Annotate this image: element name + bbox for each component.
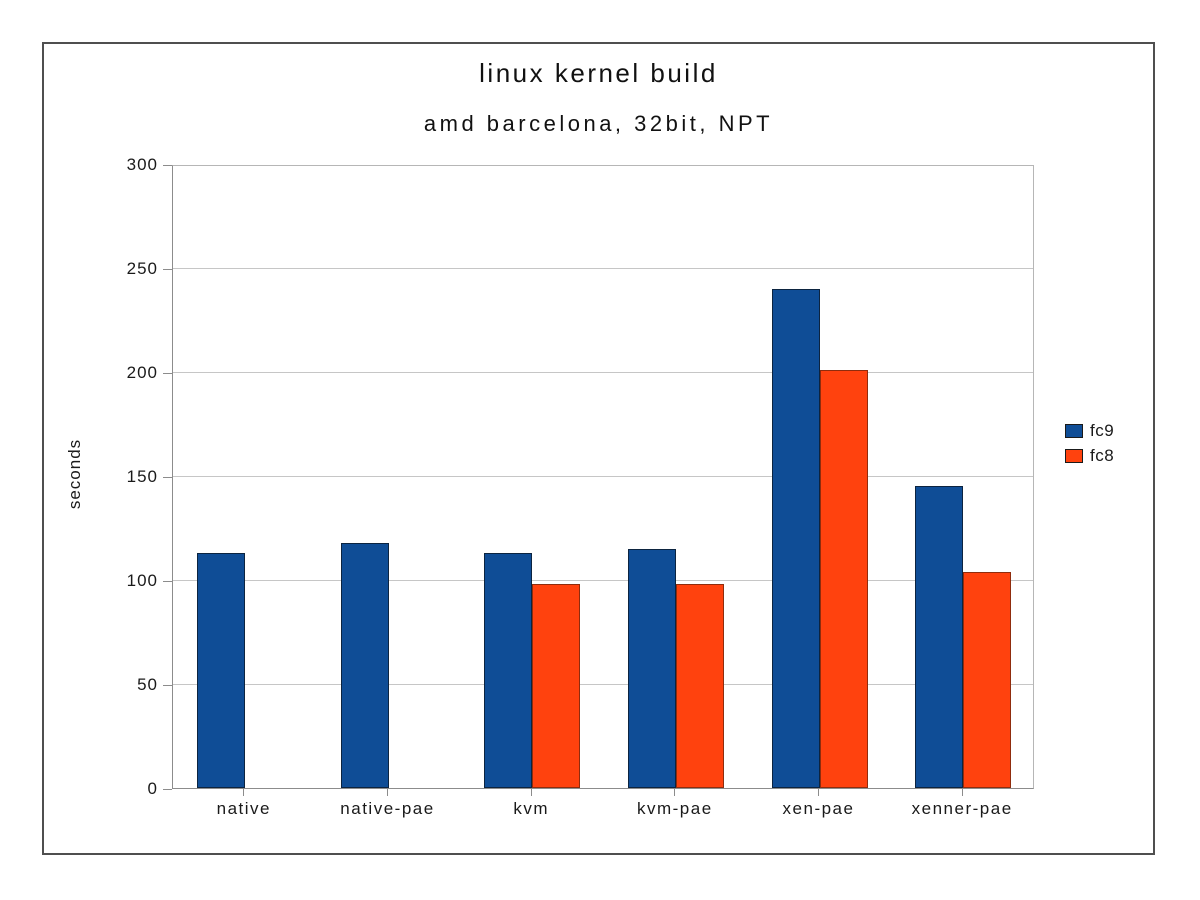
x-category-label-kvm: kvm bbox=[513, 799, 549, 818]
y-tick-mark-200 bbox=[163, 372, 172, 374]
y-tick-label-150: 150 bbox=[126, 467, 158, 486]
legend: fc9 fc8 bbox=[1065, 421, 1114, 471]
gridline-250 bbox=[173, 267, 1033, 269]
legend-swatch-fc9 bbox=[1065, 423, 1083, 438]
y-tick-mark-300 bbox=[163, 164, 172, 166]
gridline-100 bbox=[173, 579, 1033, 581]
x-tick-mark-native bbox=[243, 789, 245, 796]
x-category-label-xenner-pae: xenner-pae bbox=[911, 799, 1013, 818]
legend-item-fc8: fc8 bbox=[1065, 446, 1114, 465]
x-tick-mark-xenner-pae bbox=[961, 789, 963, 796]
chart-frame: linux kernel build amd barcelona, 32bit,… bbox=[42, 42, 1155, 855]
legend-label-fc8: fc8 bbox=[1090, 445, 1115, 465]
x-tick-mark-kvm bbox=[530, 789, 532, 796]
x-tick-mark-native-pae bbox=[387, 789, 388, 796]
x-category-label-native: native bbox=[216, 799, 272, 818]
bar-fc9-native-pae bbox=[340, 543, 389, 788]
y-tick-mark-50 bbox=[163, 684, 172, 686]
legend-label-fc9: fc9 bbox=[1090, 420, 1115, 440]
bar-fc8-xen-pae bbox=[819, 370, 868, 788]
x-tick-mark-xen-pae bbox=[818, 789, 819, 796]
y-tick-label-300: 300 bbox=[126, 155, 158, 174]
x-tick-mark-kvm-pae bbox=[674, 789, 676, 796]
bar-fc9-xenner-pae bbox=[915, 486, 964, 788]
bar-fc9-kvm-pae bbox=[627, 549, 676, 788]
bar-fc8-kvm bbox=[532, 584, 581, 788]
chart-subtitle: amd barcelona, 32bit, NPT bbox=[423, 111, 774, 136]
y-tick-label-250: 250 bbox=[126, 259, 158, 278]
legend-item-fc9: fc9 bbox=[1065, 421, 1114, 440]
legend-swatch-fc8 bbox=[1065, 448, 1083, 463]
x-category-label-kvm-pae: kvm-pae bbox=[636, 799, 713, 818]
y-axis-title: seconds bbox=[65, 438, 84, 510]
gridline-50 bbox=[173, 683, 1033, 685]
bar-fc8-kvm-pae bbox=[675, 584, 724, 788]
bar-fc8-xenner-pae bbox=[963, 572, 1012, 788]
y-tick-mark-0 bbox=[163, 788, 172, 790]
bar-fc9-native bbox=[196, 553, 245, 788]
chart-title: linux kernel build bbox=[479, 58, 718, 88]
bar-fc9-kvm bbox=[484, 553, 533, 788]
y-tick-mark-250 bbox=[163, 268, 172, 270]
y-tick-mark-150 bbox=[163, 476, 172, 478]
y-tick-label-200: 200 bbox=[126, 363, 158, 382]
y-tick-mark-100 bbox=[163, 580, 172, 582]
y-tick-label-0: 0 bbox=[147, 779, 158, 798]
x-category-label-native-pae: native-pae bbox=[340, 799, 435, 818]
plot-area bbox=[172, 165, 1034, 789]
y-tick-label-100: 100 bbox=[126, 571, 158, 590]
gridline-150 bbox=[173, 475, 1033, 477]
x-category-label-xen-pae: xen-pae bbox=[782, 799, 855, 818]
y-tick-label-50: 50 bbox=[137, 675, 158, 694]
bar-fc9-xen-pae bbox=[771, 289, 820, 788]
gridline-200 bbox=[173, 371, 1033, 373]
